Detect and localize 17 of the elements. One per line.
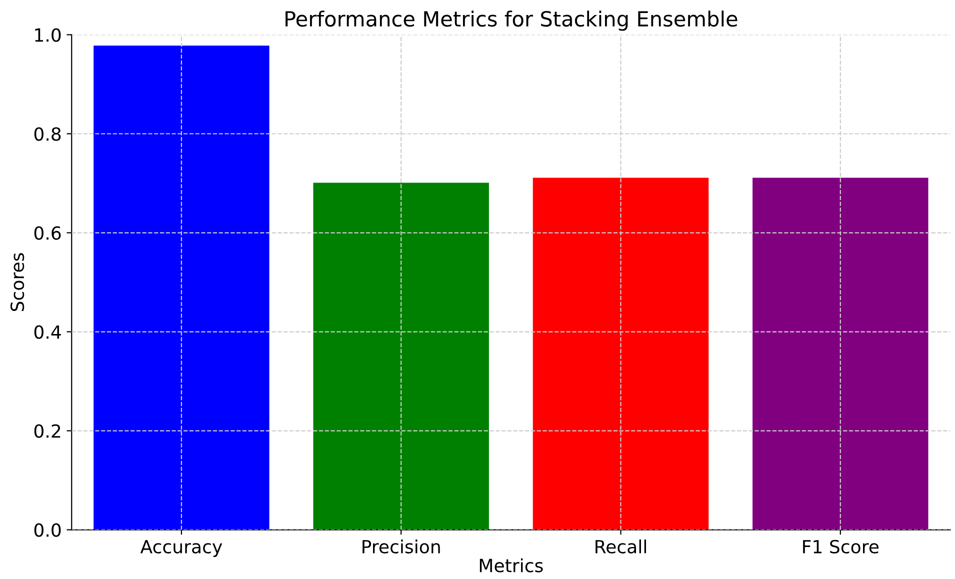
y-tick-label: 1.0	[35, 28, 61, 42]
x-tick-label: Precision	[362, 540, 440, 554]
bar	[532, 178, 709, 530]
y-tick-label: 0.0	[34, 523, 61, 537]
x-axis-title: Metrics	[480, 558, 543, 572]
x-tick-label: Recall	[596, 540, 646, 554]
y-tick-label: 0.8	[34, 127, 61, 141]
y-tick-label: 0.2	[34, 424, 60, 438]
chart-title: Performance Metrics for Stacking Ensemble	[286, 10, 738, 31]
bar	[752, 178, 928, 530]
bar	[313, 182, 489, 530]
y-axis-title: Scores	[10, 253, 24, 312]
x-tick-label: Accuracy	[140, 540, 222, 557]
bar	[94, 46, 270, 530]
x-tick-label: F1 Score	[803, 540, 879, 554]
y-tick-label: 0.6	[34, 226, 61, 240]
y-tick-label: 0.4	[34, 325, 61, 339]
